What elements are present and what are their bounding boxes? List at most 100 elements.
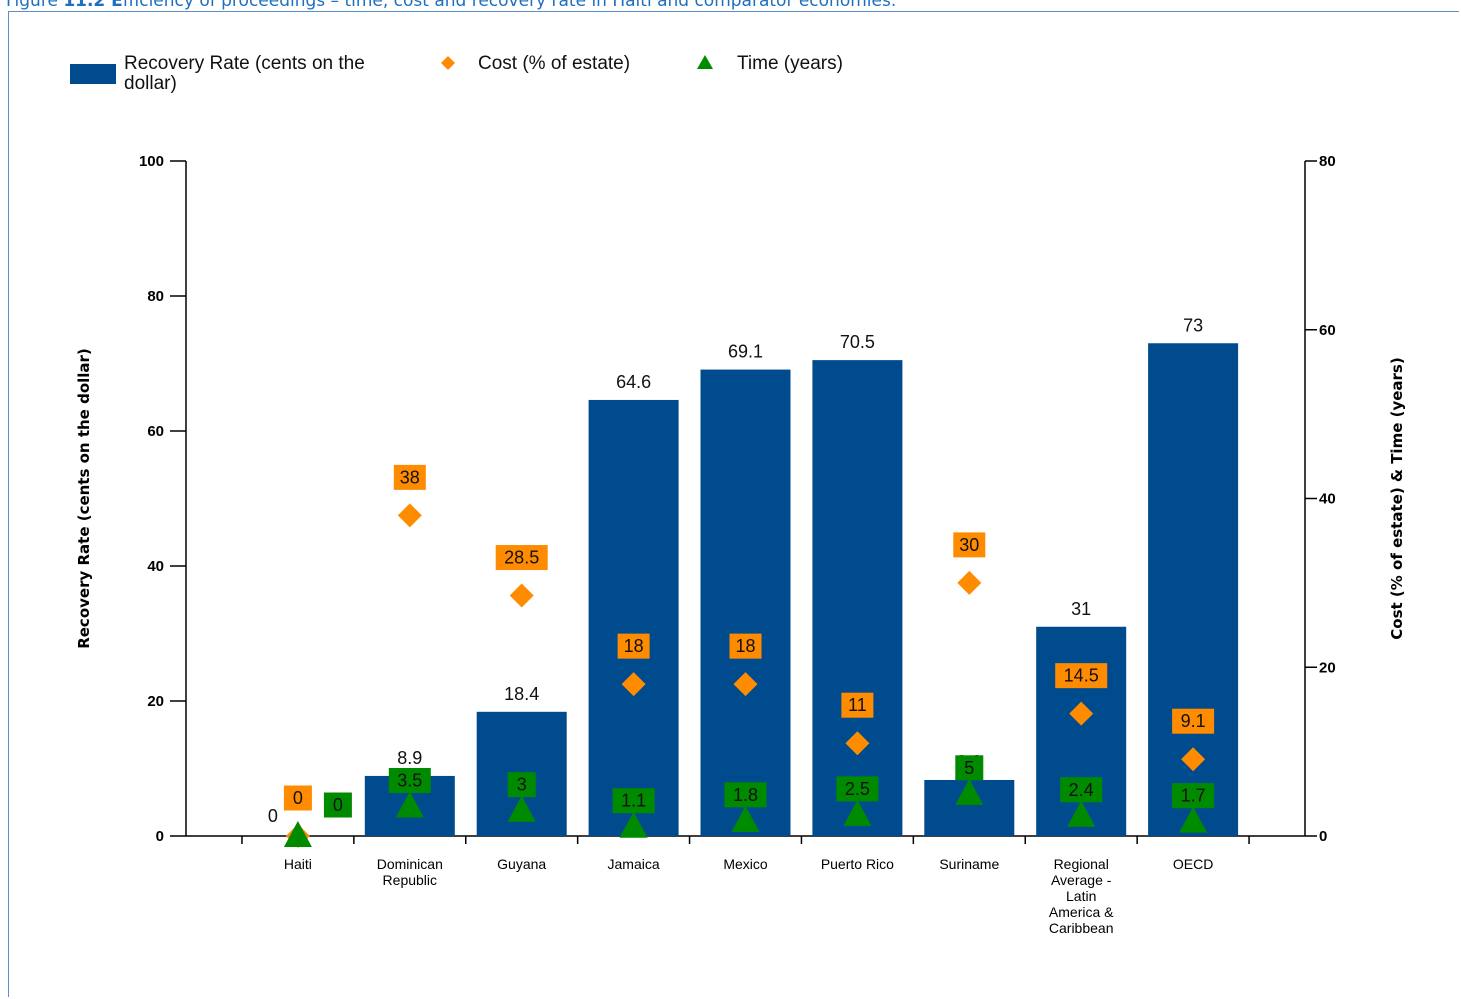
right-axis-tick-label: 20 xyxy=(1319,659,1336,676)
legend-marker-time xyxy=(697,55,713,69)
caption-prefix: Figure xyxy=(6,0,64,11)
cost-marker xyxy=(1181,747,1206,772)
time-value-label: 1.8 xyxy=(733,785,758,805)
time-value-label-box xyxy=(612,788,655,814)
x-category-label: Suriname xyxy=(939,856,999,872)
time-value-label: 2.5 xyxy=(845,779,870,799)
right-axis-tick-label: 80 xyxy=(1319,153,1336,170)
cost-value-label-box xyxy=(953,532,986,558)
bar-value-label: 8.9 xyxy=(397,748,422,768)
left-axis-tick-label: 20 xyxy=(147,693,164,710)
time-marker xyxy=(731,805,760,832)
left-axis-tick-label: 100 xyxy=(139,153,164,170)
caption-number: 11.2 E xyxy=(63,0,123,11)
cost-value-label-box xyxy=(617,633,650,659)
x-category-label: Puerto Rico xyxy=(821,856,894,872)
right-axis-title: Cost (% of estate) & Time (years) xyxy=(1388,357,1406,639)
time-value-label: 3 xyxy=(517,775,527,795)
time-value-label: 2.4 xyxy=(1069,780,1094,800)
cost-marker xyxy=(733,672,758,697)
time-value-label: 1.1 xyxy=(621,791,646,811)
cost-marker xyxy=(845,731,870,756)
bar-value-label: 70.5 xyxy=(840,332,875,352)
time-marker xyxy=(395,791,424,818)
time-value-label: 0 xyxy=(333,795,343,815)
time-value-label-box xyxy=(1172,783,1215,809)
x-category-label: Republic xyxy=(383,872,437,888)
bar-value-label: 64.6 xyxy=(616,372,651,392)
cost-value-label: 38 xyxy=(400,467,420,487)
x-category-label: Dominican xyxy=(377,856,443,872)
bar xyxy=(588,399,679,836)
x-category-label: Caribbean xyxy=(1049,920,1114,936)
x-category-label: Average - xyxy=(1051,872,1112,888)
left-axis-tick-label: 80 xyxy=(147,288,164,305)
cost-value-label: 18 xyxy=(735,636,755,656)
right-axis-tick-label: 0 xyxy=(1319,828,1327,845)
time-marker xyxy=(843,799,872,826)
time-value-label-box xyxy=(836,776,879,802)
cost-marker xyxy=(509,583,534,608)
cost-value-label: 28.5 xyxy=(504,548,539,568)
x-category-label: Regional xyxy=(1054,856,1109,872)
time-marker xyxy=(1179,806,1208,833)
time-value-label-box xyxy=(955,755,984,781)
left-axis-title: Recovery Rate (cents on the dollar) xyxy=(75,348,93,649)
cost-value-label: 30 xyxy=(959,535,979,555)
legend-label-recovery-rate: dollar) xyxy=(124,73,177,94)
time-value-label-box xyxy=(507,772,536,798)
cost-value-label-box xyxy=(841,692,874,718)
time-value-label: 3.5 xyxy=(397,770,422,790)
left-axis-tick-label: 40 xyxy=(147,558,164,575)
cost-marker xyxy=(621,672,646,697)
cost-value-label: 18 xyxy=(624,636,644,656)
legend-label-cost: Cost (% of estate) xyxy=(478,53,630,74)
bar-value-label: 18.4 xyxy=(504,684,539,704)
legend-swatch-recovery-rate xyxy=(70,64,116,84)
time-value-label-box xyxy=(1060,777,1103,803)
left-axis-tick-label: 60 xyxy=(147,423,164,440)
time-marker xyxy=(955,778,984,805)
legend-label-recovery-rate: Recovery Rate (cents on the xyxy=(124,53,365,74)
bar xyxy=(700,369,791,836)
legend-marker-cost xyxy=(441,56,455,70)
cost-value-label-box xyxy=(1055,663,1108,689)
cost-value-label: 14.5 xyxy=(1064,666,1099,686)
legend-label-time: Time (years) xyxy=(737,53,843,74)
figure-caption: Figure 11.2 Efficiency of proceedings – … xyxy=(6,0,1456,11)
bar-value-label: 31 xyxy=(1071,599,1091,619)
cost-marker xyxy=(957,570,982,595)
cost-value-label-box xyxy=(283,785,312,811)
cost-value-label: 11 xyxy=(848,695,867,715)
bar-value-label: 73 xyxy=(1183,315,1203,335)
left-axis-tick-label: 0 xyxy=(156,828,164,845)
cost-marker xyxy=(397,503,422,528)
x-category-label: Haiti xyxy=(284,856,312,872)
cost-value-label-box xyxy=(495,545,548,571)
time-value-label: 1.7 xyxy=(1181,786,1206,806)
x-category-label: Mexico xyxy=(723,856,768,872)
x-category-label: Guyana xyxy=(497,856,546,872)
right-axis-tick-label: 60 xyxy=(1319,322,1336,339)
time-value-label-box xyxy=(724,782,767,808)
x-category-label: OECD xyxy=(1173,856,1213,872)
x-category-label: America & xyxy=(1049,904,1114,920)
time-value-label-box xyxy=(323,792,352,818)
cost-value-label-box xyxy=(1172,708,1215,734)
time-marker xyxy=(619,811,648,838)
right-axis-tick-label: 40 xyxy=(1319,491,1336,508)
chart-frame xyxy=(8,11,1459,997)
time-marker xyxy=(1067,800,1096,827)
bar-value-label: 69.1 xyxy=(728,342,763,362)
time-value-label: 5 xyxy=(964,758,974,778)
x-category-label: Jamaica xyxy=(608,856,660,872)
bar xyxy=(812,360,903,836)
bar-value-label: 0 xyxy=(268,806,278,826)
caption-text: fficiency of proceedings – time, cost an… xyxy=(122,0,897,11)
time-marker xyxy=(283,821,312,847)
cost-value-label-box xyxy=(393,464,426,490)
time-marker xyxy=(507,795,536,822)
cost-value-label: 9.1 xyxy=(1181,711,1206,731)
cost-marker xyxy=(1069,701,1094,726)
